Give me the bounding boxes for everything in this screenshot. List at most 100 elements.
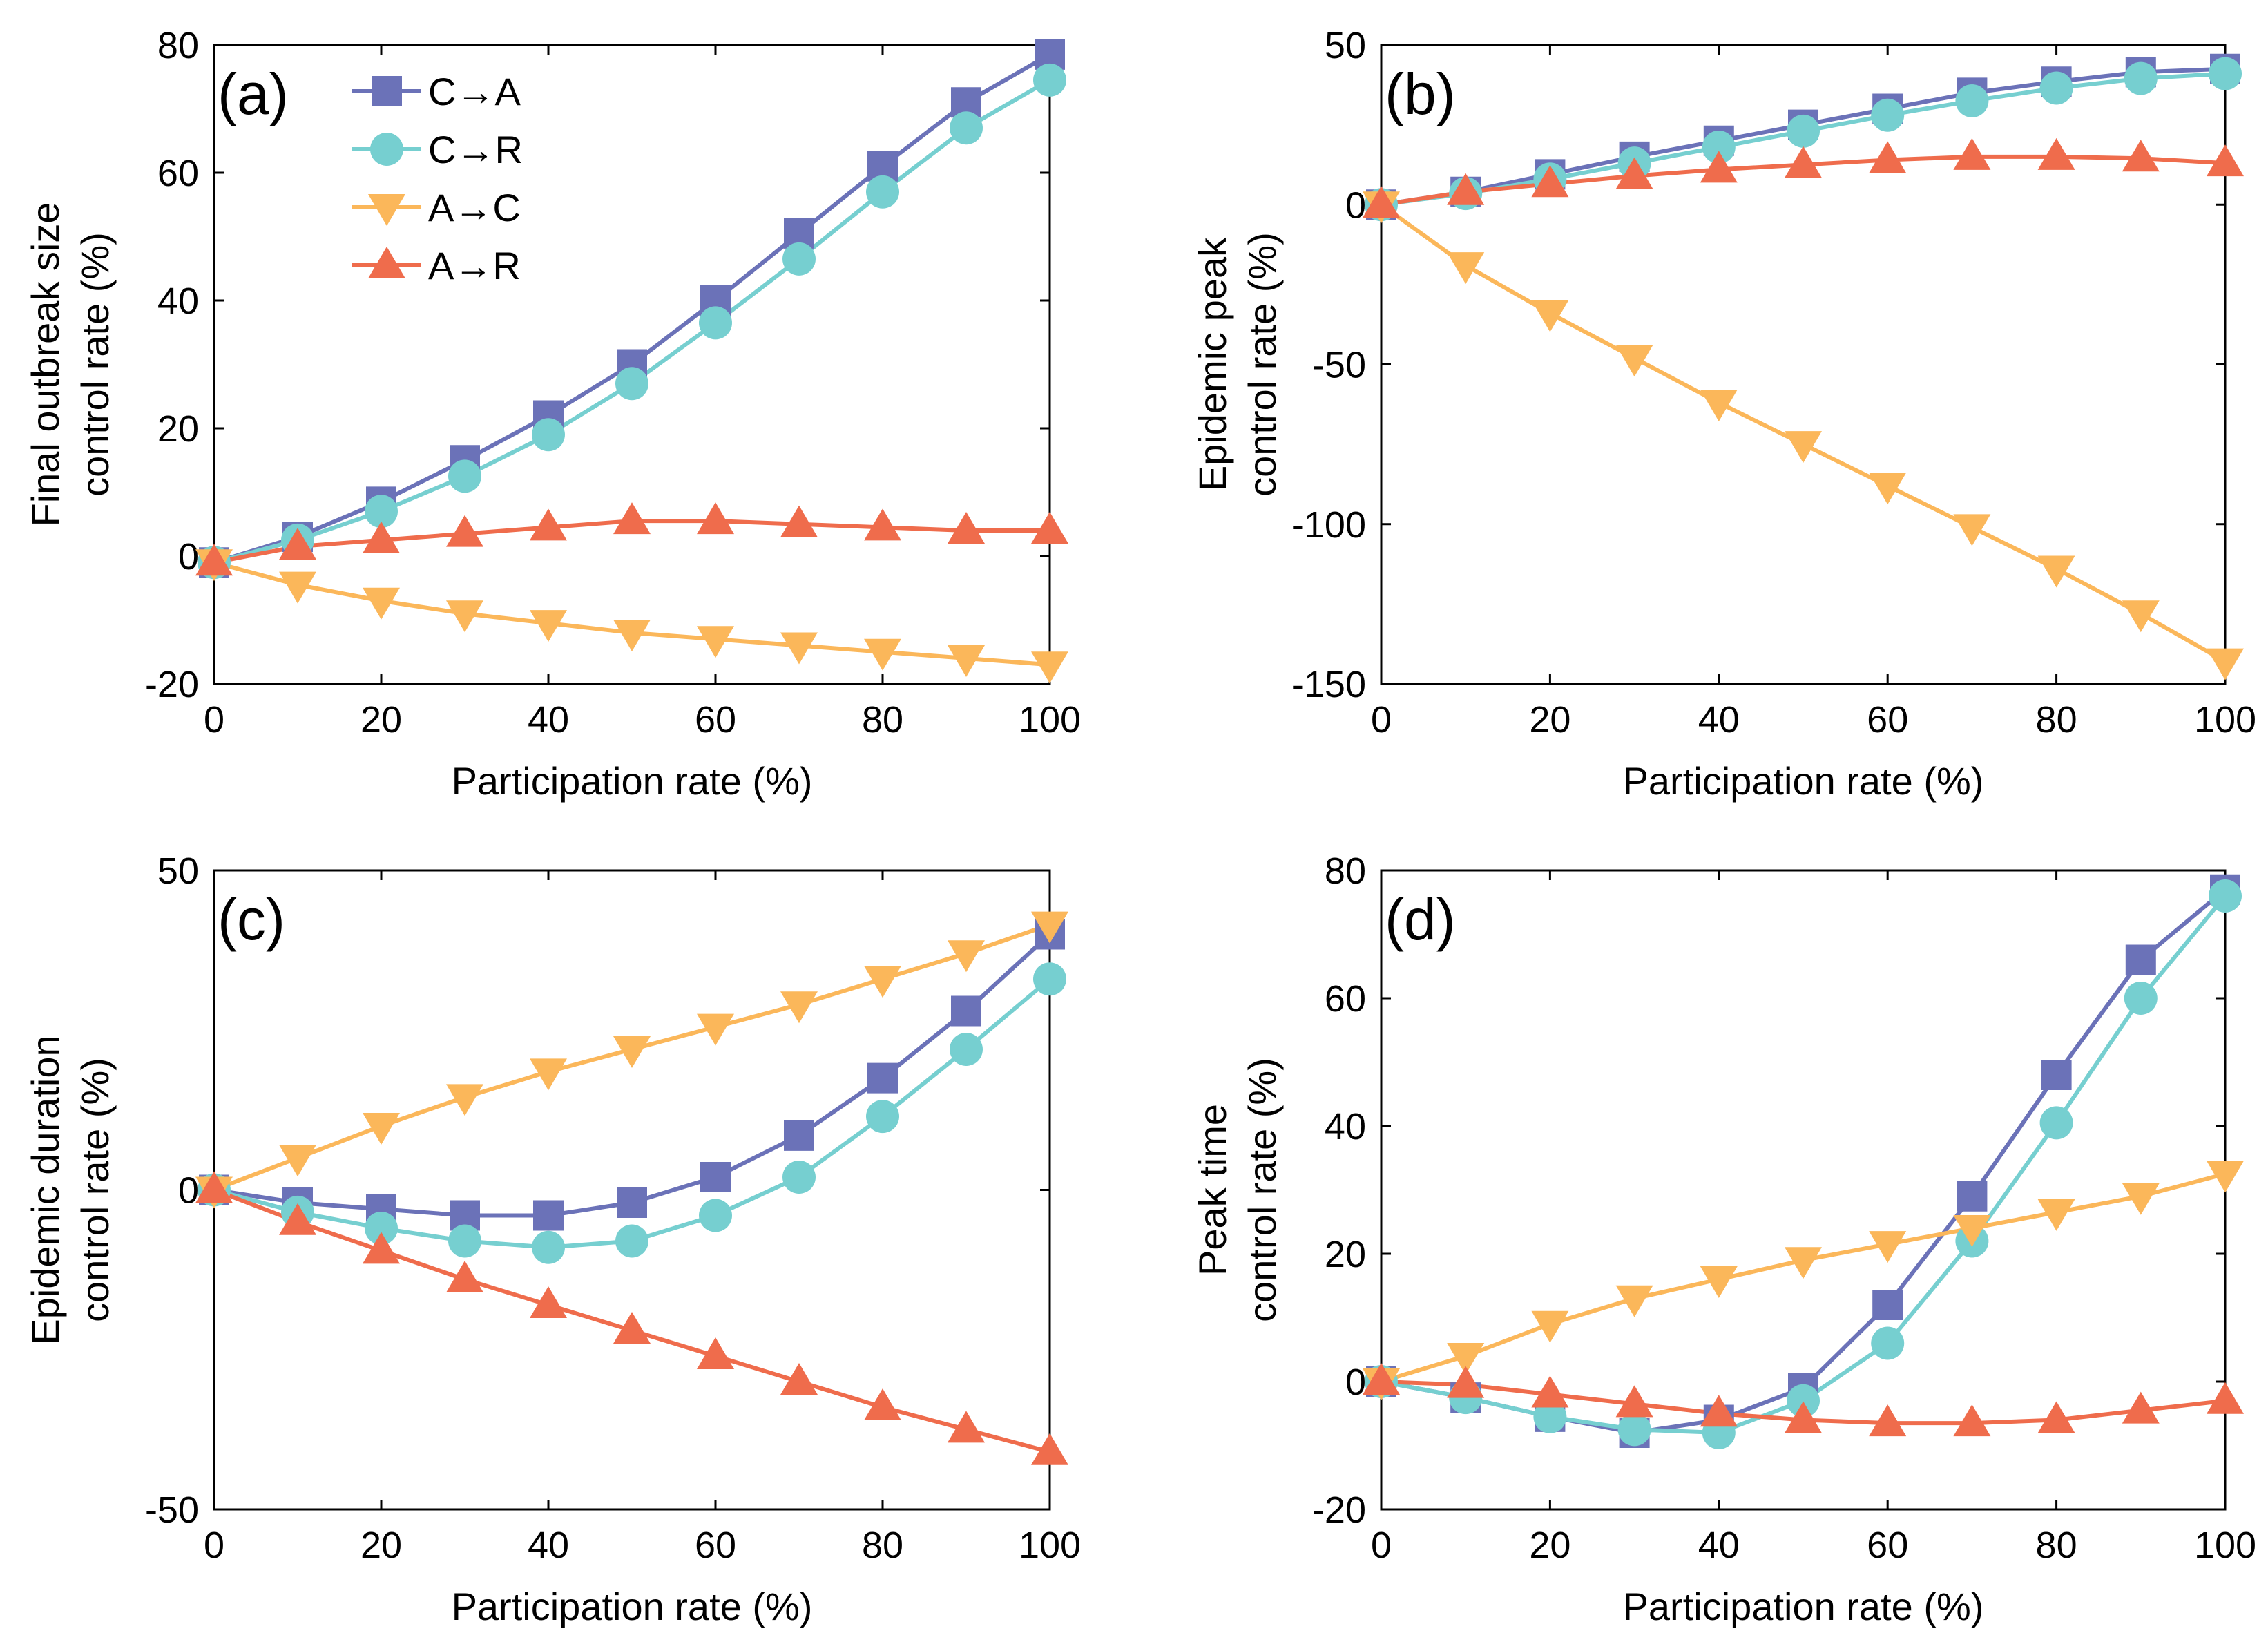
x-tick-label: 40 — [528, 1525, 569, 1566]
data-point-A_to_R — [780, 1363, 818, 1395]
data-point-A_to_C — [1953, 514, 1991, 546]
data-point-A_to_R — [2207, 144, 2244, 177]
data-point-C_to_A — [450, 1200, 480, 1231]
data-point-A_to_C — [1531, 1310, 1569, 1343]
data-point-A_to_R — [613, 502, 651, 535]
data-point-A_to_R — [1869, 1404, 1907, 1437]
data-point-A_to_C — [530, 1058, 567, 1091]
series-line-C_to_R — [1381, 895, 2227, 1435]
data-point-A_to_R — [2037, 137, 2075, 170]
data-point-A_to_R — [1531, 1375, 1569, 1408]
data-point-C_to_A — [700, 1162, 731, 1192]
data-point-A_to_C — [1785, 431, 1822, 464]
y-tick-label: 40 — [1325, 1106, 1366, 1147]
data-point-C_to_R — [448, 459, 481, 493]
y-axis-label-line: Final outbreak size — [23, 202, 67, 526]
y-axis-label-line: control rate (%) — [1240, 232, 1284, 497]
y-tick-label: 60 — [157, 153, 199, 194]
data-point-A_to_R — [2122, 1391, 2160, 1424]
data-point-A_to_R — [1615, 1385, 1653, 1418]
data-point-C_to_R — [1617, 1413, 1651, 1447]
data-point-A_to_R — [1700, 1395, 1738, 1427]
panel-letter: (d) — [1385, 887, 1456, 952]
x-tick-label: 0 — [1371, 1525, 1392, 1566]
y-axis-label-line: Epidemic duration — [23, 1035, 67, 1344]
y-tick-label: -50 — [145, 1489, 199, 1531]
y-axis-label-line: Peak time — [1191, 1104, 1234, 1276]
x-tick-label: 80 — [2036, 1525, 2077, 1566]
data-point-A_to_C — [279, 571, 316, 604]
data-point-C_to_A — [533, 1200, 564, 1231]
data-point-A_to_C — [1869, 473, 1907, 505]
data-point-A_to_R — [1953, 1404, 1991, 1437]
series-line-C_to_A — [213, 53, 1051, 565]
data-point-C_to_R — [866, 1100, 899, 1134]
data-point-A_to_R — [1953, 137, 1991, 170]
y-tick-label: 0 — [178, 536, 199, 578]
data-point-A_to_R — [1615, 157, 1653, 189]
data-point-C_to_A — [867, 151, 898, 182]
y-tick-label: 0 — [178, 1170, 199, 1212]
data-point-A_to_R — [948, 1411, 985, 1443]
data-point-A_to_R — [613, 1312, 651, 1344]
data-point-C_to_R — [1787, 114, 1820, 148]
y-tick-label: 20 — [1325, 1234, 1366, 1275]
data-point-A_to_R — [864, 508, 901, 541]
data-point-A_to_R — [780, 505, 818, 537]
x-axis-label: Participation rate (%) — [1623, 1585, 1984, 1628]
data-point-A_to_C — [2207, 1161, 2244, 1193]
data-point-A_to_R — [864, 1388, 901, 1420]
data-point-C_to_R — [2039, 71, 2073, 105]
y-axis-label: Final outbreak size control rate (%) — [23, 202, 117, 526]
data-point-C_to_R — [532, 418, 565, 452]
legend-label: C→A — [428, 70, 521, 113]
data-point-A_to_C — [864, 966, 901, 998]
data-point-C_to_A — [1872, 1290, 1903, 1320]
data-point-A_to_C — [1447, 252, 1485, 285]
data-point-A_to_R — [195, 544, 233, 576]
data-point-A_to_C — [279, 1145, 316, 1177]
data-point-A_to_C — [530, 610, 567, 642]
data-point-C_to_R — [615, 1224, 648, 1258]
data-point-C_to_R — [782, 242, 816, 276]
x-tick-label: 20 — [361, 699, 402, 741]
data-point-A_to_C — [697, 1013, 734, 1046]
data-point-A_to_C — [363, 1113, 400, 1145]
series-line-C_to_R — [213, 78, 1051, 565]
data-point-C_to_A — [2125, 944, 2156, 975]
data-point-A_to_C — [1615, 345, 1653, 377]
y-tick-label: 0 — [1345, 1362, 1366, 1403]
x-tick-label: 60 — [695, 1525, 736, 1566]
data-point-A_to_C — [1953, 1215, 1991, 1247]
legend-marker — [370, 133, 403, 166]
data-point-A_to_C — [697, 626, 734, 658]
x-tick-label: 100 — [2194, 1525, 2256, 1566]
data-point-A_to_R — [1531, 165, 1569, 198]
data-point-A_to_R — [1363, 186, 1400, 218]
y-tick-label: 50 — [1325, 25, 1366, 66]
panel-letter: (b) — [1385, 61, 1456, 126]
x-tick-label: 0 — [204, 699, 224, 741]
y-tick-label: -150 — [1291, 664, 1366, 705]
data-point-C_to_A — [951, 995, 981, 1027]
data-point-A_to_R — [1785, 146, 1822, 178]
data-point-C_to_R — [2209, 879, 2242, 913]
y-tick-label: 20 — [157, 408, 199, 450]
panel-b-chart: 0 20 40 60 80 100 -150 -100 -50 0 50 Participation … — [1191, 25, 2256, 803]
data-point-A_to_C — [2207, 648, 2244, 680]
data-point-C_to_R — [1702, 131, 1736, 164]
series-line-C_to_A — [1381, 888, 2227, 1435]
axes-frame — [213, 44, 1051, 685]
x-tick-label: 20 — [1529, 699, 1570, 741]
x-tick-label: 80 — [2036, 699, 2077, 741]
data-point-C_to_A — [784, 1120, 814, 1151]
data-point-A_to_C — [2122, 1183, 2160, 1215]
data-point-A_to_C — [2037, 555, 2075, 588]
x-axis-label: Participation rate (%) — [452, 1585, 813, 1628]
x-tick-label: 40 — [1698, 1525, 1740, 1566]
data-point-A_to_C — [363, 587, 400, 620]
data-point-A_to_R — [363, 521, 400, 553]
